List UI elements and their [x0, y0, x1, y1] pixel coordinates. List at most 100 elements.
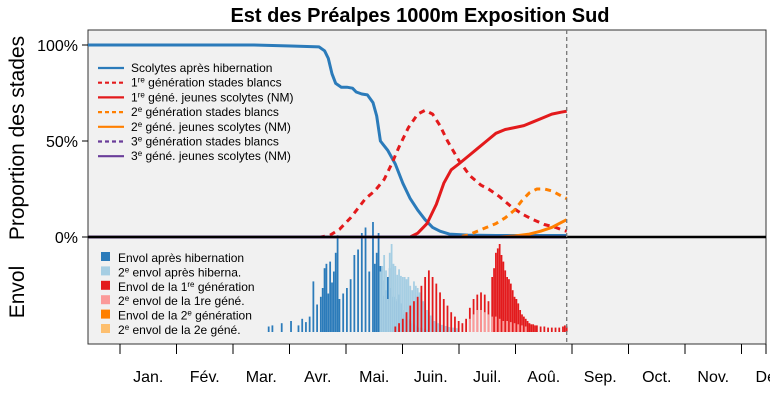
bar-second-envol-apres-hiberna — [422, 301, 425, 332]
bar-envol-1re-generation — [496, 248, 499, 332]
bar-envol-1re-generation — [435, 283, 438, 332]
bar-envol-apres-hibernation — [353, 255, 356, 332]
bar-envol-1re-generation — [409, 305, 412, 332]
bar-envol-apres-hibernation — [305, 322, 307, 332]
bar-envol-1re-generation — [439, 292, 441, 332]
bar-envol-1re-generation — [413, 301, 415, 332]
month-label-4: Mai. — [359, 369, 389, 386]
bar-second-envol-1re-gene — [524, 326, 527, 332]
legend-bar-swatch-0 — [101, 252, 110, 261]
bar-envol-1re-generation — [420, 285, 423, 332]
bar-second-envol-apres-hiberna — [401, 277, 404, 332]
legend-bar-swatch-4 — [101, 309, 110, 319]
bar-envol-apres-hibernation — [368, 271, 371, 332]
bar-envol-1re-generation — [526, 321, 529, 332]
bar-envol-1re-generation — [508, 279, 510, 332]
bar-envol-apres-hibernation — [327, 293, 330, 332]
bar-envol-1re-generation — [446, 305, 449, 332]
bar-envol-apres-hibernation — [357, 249, 359, 332]
bar-envol-apres-hibernation — [349, 279, 352, 332]
bar-envol-1re-generation — [515, 299, 518, 332]
bar-envol-1re-generation — [491, 277, 494, 332]
bar-envol-apres-hibernation — [290, 321, 292, 332]
legend-bar-swatch-1 — [101, 266, 110, 276]
bar-envol-1re-generation — [416, 296, 419, 332]
bar-second-envol-1re-gene — [521, 325, 523, 332]
legend-line-label-3: 2e génération stades blancs — [131, 105, 279, 120]
bar-second-envol-apres-hiberna — [392, 263, 395, 332]
bar-second-envol-1re-gene — [476, 310, 479, 332]
month-label-6: Juil. — [473, 369, 501, 386]
month-label-7: Aoû. — [527, 369, 560, 386]
bar-second-envol-apres-hiberna — [381, 266, 384, 332]
bar-second-envol-apres-hiberna — [448, 327, 451, 332]
bar-envol-1re-generation — [528, 323, 531, 332]
bar-second-envol-apres-hiberna — [388, 252, 391, 332]
legend-bar-label-0: Envol après hibernation — [118, 251, 244, 265]
bar-second-envol-1re-gene — [498, 318, 501, 332]
bar-second-envol-apres-hiberna — [385, 270, 387, 332]
month-label-5: Juin. — [414, 369, 448, 386]
bar-envol-1re-generation — [550, 327, 553, 332]
bar-second-envol-apres-hiberna — [383, 255, 386, 332]
bar-second-envol-1re-gene — [480, 310, 482, 332]
bar-envol-1re-generation — [465, 318, 468, 332]
bar-second-envol-apres-hiberna — [405, 279, 408, 332]
bar-envol-apres-hibernation — [338, 299, 341, 332]
bar-envol-1re-generation — [431, 277, 434, 332]
bar-second-envol-1re-gene — [509, 322, 512, 332]
legend-bar-swatch-5 — [101, 324, 110, 333]
bar-second-envol-1re-gene — [472, 314, 475, 332]
bar-envol-apres-hibernation — [308, 316, 311, 332]
flight-bars-layer — [267, 222, 568, 332]
bar-envol-1re-generation — [495, 252, 497, 332]
bar-envol-1re-generation — [534, 325, 536, 332]
bar-envol-apres-hibernation — [373, 263, 376, 332]
month-label-9: Oct. — [642, 369, 671, 386]
bar-second-envol-apres-hiberna — [398, 269, 400, 332]
legend-line-label-2: 1re géné. jeunes scolytes (NM) — [131, 90, 294, 105]
bar-envol-1re-generation — [427, 270, 430, 332]
bar-envol-1re-generation — [398, 323, 400, 332]
y-tick-label-1: 50% — [46, 134, 78, 151]
bar-envol-apres-hibernation — [329, 261, 332, 332]
bar-second-envol-apres-hiberna — [403, 277, 406, 332]
bar-second-envol-apres-hiberna — [437, 323, 440, 332]
bar-envol-1re-generation — [454, 316, 456, 332]
bar-second-envol-apres-hiberna — [441, 324, 443, 332]
bar-second-envol-apres-hiberna — [455, 328, 458, 332]
bar-second-envol-apres-hiberna — [452, 327, 454, 332]
bar-envol-apres-hibernation — [271, 325, 274, 332]
bar-envol-1re-generation — [450, 312, 453, 332]
bar-envol-apres-hibernation — [323, 268, 326, 332]
plot-background — [87, 29, 767, 345]
series-line-4 — [88, 187, 568, 239]
bar-envol-apres-hibernation — [280, 323, 283, 332]
bar-envol-1re-generation — [405, 312, 408, 332]
bar-envol-1re-generation — [493, 268, 495, 332]
bar-second-envol-1re-gene — [513, 323, 516, 332]
bar-envol-1re-generation — [565, 326, 568, 332]
series-line-2 — [88, 108, 568, 239]
bar-second-envol-apres-hiberna — [396, 274, 399, 332]
bar-envol-1re-generation — [442, 299, 445, 332]
bar-envol-1re-generation — [401, 318, 404, 332]
bar-envol-apres-hibernation — [342, 293, 345, 332]
bar-second-envol-apres-hiberna — [390, 244, 393, 332]
bar-envol-apres-hibernation — [336, 235, 339, 332]
legend-line-label-1: 1re génération stades blancs — [131, 75, 282, 90]
month-label-1: Fév. — [190, 369, 220, 386]
legend-line-label-0: Scolytes après hibernation — [131, 61, 272, 75]
chart-title: Est des Préalpes 1000m Exposition Sud — [230, 5, 609, 27]
bar-envol-1re-generation — [536, 325, 538, 332]
bar-envol-1re-generation — [461, 323, 464, 332]
month-label-10: Nov. — [697, 369, 729, 386]
bar-envol-apres-hibernation — [316, 304, 318, 332]
y-tick-label-0: 100% — [37, 38, 78, 55]
bar-envol-apres-hibernation — [312, 281, 315, 332]
y-axis-label-bottom: Envol — [6, 266, 29, 319]
series-line-1 — [88, 43, 567, 237]
bar-second-envol-1re-gene — [468, 318, 471, 332]
month-label-0: Jan. — [133, 369, 163, 386]
